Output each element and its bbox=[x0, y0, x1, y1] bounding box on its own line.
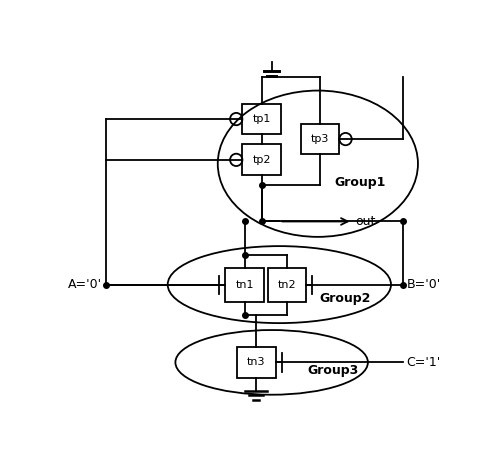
Bar bbox=[237, 347, 276, 378]
Text: tp2: tp2 bbox=[252, 155, 271, 165]
Bar bbox=[242, 144, 281, 175]
Text: Group1: Group1 bbox=[334, 177, 386, 190]
Text: tp1: tp1 bbox=[252, 114, 271, 124]
Bar bbox=[268, 267, 306, 302]
Bar bbox=[301, 123, 340, 155]
Bar bbox=[242, 103, 281, 135]
Text: tn3: tn3 bbox=[247, 357, 266, 367]
Text: tp3: tp3 bbox=[311, 134, 330, 144]
Text: A='0': A='0' bbox=[68, 279, 102, 292]
Text: B='0': B='0' bbox=[406, 279, 440, 292]
Text: Group2: Group2 bbox=[319, 292, 370, 305]
Bar bbox=[226, 267, 264, 302]
Text: tn2: tn2 bbox=[278, 280, 296, 290]
Text: out: out bbox=[355, 215, 375, 228]
Text: Group3: Group3 bbox=[308, 363, 359, 377]
Text: C='1': C='1' bbox=[406, 356, 440, 369]
Text: tn1: tn1 bbox=[236, 280, 254, 290]
